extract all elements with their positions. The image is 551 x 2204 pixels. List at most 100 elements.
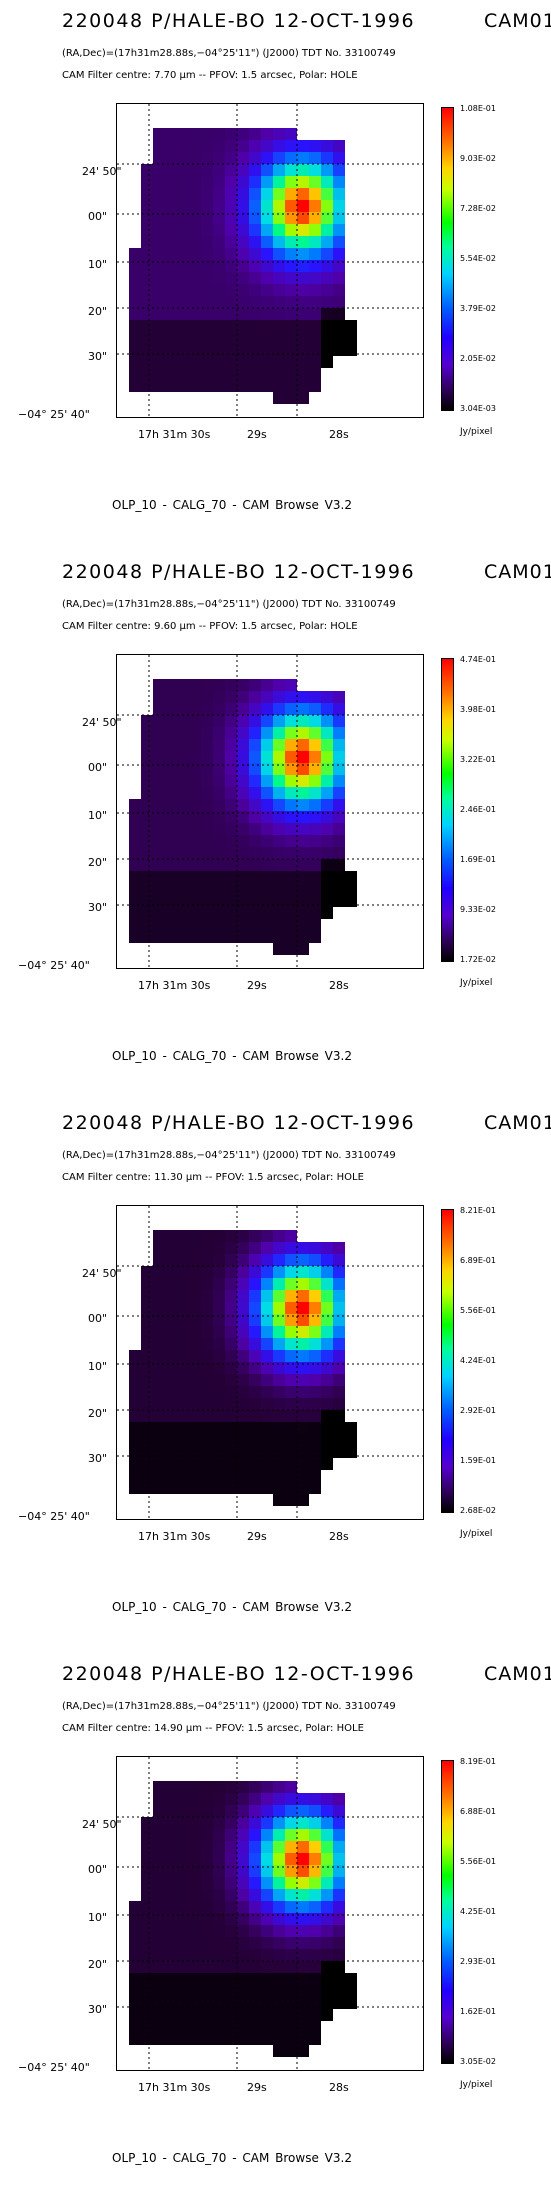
map-pixel [261,200,273,212]
map-pixel [213,1470,225,1482]
map-pixel [249,356,261,368]
map-pixel [261,1949,273,1961]
map-pixel [297,1997,309,2009]
ra-tick-label: 29s [247,428,267,441]
map-pixel [225,1362,237,1374]
map-pixel [261,691,273,703]
map-pixel [189,703,201,715]
map-pixel [213,739,225,751]
map-pixel [165,1841,177,1853]
map-pixel [153,739,165,751]
map-pixel [153,320,165,332]
map-pixel [141,1913,153,1925]
map-pixel [285,1865,297,1877]
map-pixel [177,308,189,320]
map-pixel [165,272,177,284]
map-pixel [237,368,249,380]
map-pixel [189,356,201,368]
map-pixel [273,356,285,368]
map-pixel [333,847,345,859]
map-pixel [297,164,309,176]
map-pixel [237,835,249,847]
map-pixel [285,727,297,739]
map-pixel [285,1925,297,1937]
colorbar-tick-label: 1.59E-01 [460,1456,496,1465]
map-pixel [201,1889,213,1901]
map-pixel [273,1781,285,1793]
map-pixel [321,1889,333,1901]
map-pixel [177,1422,189,1434]
map-pixel [153,1949,165,1961]
map-pixel [249,248,261,260]
map-pixel [165,152,177,164]
map-pixel [189,1434,201,1446]
map-pixel [177,2009,189,2021]
map-pixel [189,907,201,919]
map-pixel [333,1398,345,1410]
map-pixel [249,871,261,883]
map-pixel [333,1410,345,1422]
map-pixel [249,1290,261,1302]
map-pixel [237,1410,249,1422]
map-pixel [165,1230,177,1242]
map-pixel [285,1877,297,1889]
map-pixel [165,1793,177,1805]
map-pixel [297,775,309,787]
map-pixel [333,1949,345,1961]
map-pixel [129,1482,141,1494]
map-pixel [237,1817,249,1829]
map-pixel [297,176,309,188]
map-pixel [237,679,249,691]
map-pixel [249,1817,261,1829]
map-pixel [273,248,285,260]
map-pixel [225,859,237,871]
colorbar-tick-label: 2.46E-01 [460,805,496,814]
map-pixel [249,1458,261,1470]
map-pixel [153,1889,165,1901]
map-pixel [297,1793,309,1805]
map-pixel [321,1242,333,1254]
map-pixel [177,919,189,931]
map-pixel [273,2045,285,2057]
map-pixel [237,212,249,224]
map-pixel [141,284,153,296]
map-pixel [153,2021,165,2033]
map-pixel [153,1374,165,1386]
map-pixel [153,1877,165,1889]
map-pixel [213,332,225,344]
map-pixel [213,236,225,248]
map-pixel [273,1853,285,1865]
map-pixel [201,1362,213,1374]
map-pixel [237,200,249,212]
map-pixel [237,380,249,392]
map-pixel [321,284,333,296]
map-pixel [213,1422,225,1434]
map-pixel [261,212,273,224]
map-pixel [141,1350,153,1362]
map-pixel [333,1985,345,1997]
map-pixel [273,260,285,272]
map-pixel [273,703,285,715]
map-pixel [285,751,297,763]
map-pixel [309,164,321,176]
map-pixel [285,1386,297,1398]
map-pixel [177,260,189,272]
map-pixel [129,1362,141,1374]
map-pixel [141,775,153,787]
map-pixel [225,919,237,931]
map-pixel [321,236,333,248]
map-pixel [177,931,189,943]
map-pixel [333,1793,345,1805]
map-pixel [237,236,249,248]
map-pixel [297,919,309,931]
map-pixel [345,1997,357,2009]
map-pixel [297,1865,309,1877]
map-pixel [321,224,333,236]
map-pixel [225,152,237,164]
dec-tick-label: 10" [88,1911,108,1924]
map-pixel [297,1314,309,1326]
map-pixel [213,1877,225,1889]
map-pixel [321,1961,333,1973]
map-pixel [129,1398,141,1410]
map-pixel [165,1997,177,2009]
